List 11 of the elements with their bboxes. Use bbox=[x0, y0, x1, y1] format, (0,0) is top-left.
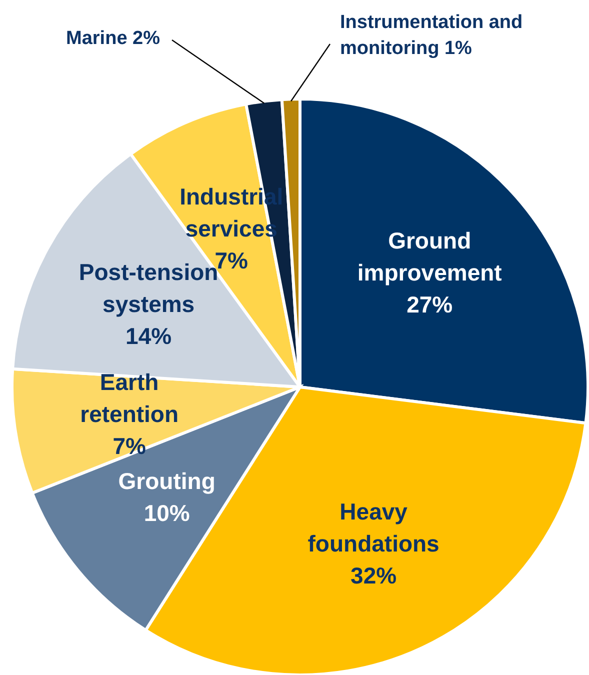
data-label: 10% bbox=[144, 500, 190, 526]
slice-label: Heavy foundations bbox=[308, 498, 440, 556]
data-label: 14% bbox=[126, 322, 172, 349]
slice-label: Ground improvement bbox=[357, 228, 502, 286]
slice-label: Post-tension systems bbox=[78, 258, 218, 317]
data-label: 32% bbox=[350, 562, 397, 588]
data-label: 27% bbox=[406, 292, 453, 318]
slice-label: Instrumentation and monitoring 1% bbox=[340, 12, 523, 59]
slice-label: Grouting bbox=[118, 468, 216, 494]
slice-label: Marine 2% bbox=[66, 28, 160, 49]
data-label: 7% bbox=[112, 433, 146, 460]
